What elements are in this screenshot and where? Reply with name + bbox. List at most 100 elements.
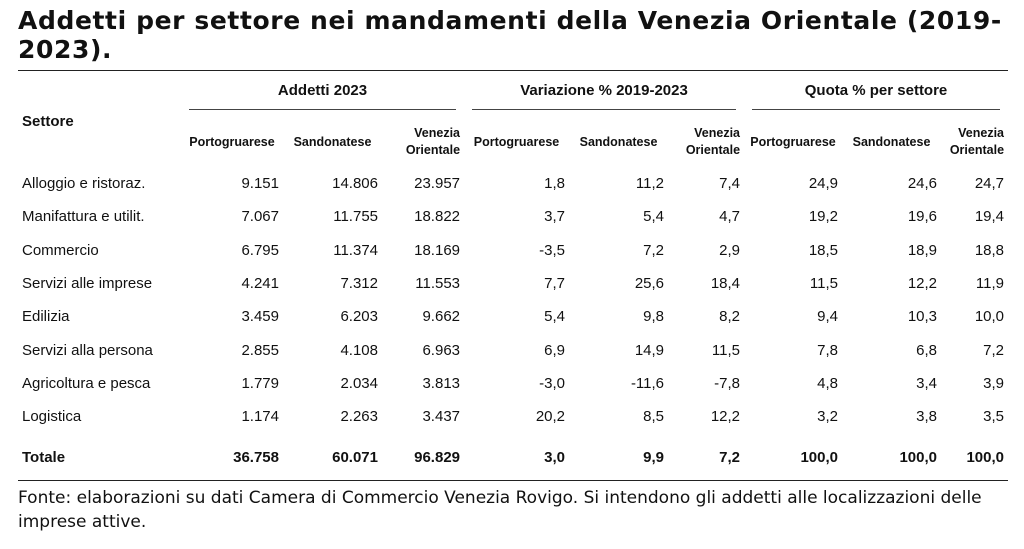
value-cell: 11.374	[333, 241, 378, 259]
group-header-addetti: Addetti 2023	[181, 75, 464, 117]
value-cell: 4.108	[340, 341, 378, 359]
value-cell: 3,5	[983, 408, 1005, 426]
value-cell: 6,9	[544, 341, 566, 359]
value-cell: 7,2	[719, 448, 741, 466]
group-header-quota: Quota % per settore	[744, 75, 1008, 117]
table-row: Agricoltura e pesca 1.779 2.034 3.813 -3,0 -1…	[18, 367, 1008, 400]
value-cell: 1,8	[544, 175, 566, 193]
table-row: Manifattura e utilit. 7.067 11.755 18.822 3,…	[18, 200, 1008, 233]
value-cell: 11,5	[711, 341, 741, 359]
value-cell: 1.174	[241, 408, 279, 426]
value-cell: -11,6	[630, 374, 665, 392]
value-cell: 100,0	[800, 448, 839, 466]
value-cell: 18,8	[974, 241, 1005, 259]
value-cell: 4.241	[241, 275, 279, 293]
value-cell: 24,6	[907, 175, 938, 193]
top-rule	[18, 70, 1008, 71]
value-cell: 11,9	[975, 275, 1005, 293]
table-row: Edilizia 3.459 6.203 9.662 5,4 9,8 8,2 9,4 10,3 1…	[18, 300, 1008, 333]
value-cell: 2,9	[719, 241, 741, 259]
subheader-portogruarese: Portogruarese	[473, 134, 560, 149]
value-cell: 1.779	[241, 374, 279, 392]
table-row: Servizi alla persona 2.855 4.108 6.963 6,9 14…	[18, 333, 1008, 366]
value-cell: 6.795	[241, 241, 279, 259]
value-cell: 6.963	[422, 341, 461, 359]
value-cell: 3,4	[916, 374, 938, 392]
sector-name: Manifattura e utilit.	[22, 208, 145, 226]
value-cell: 23.957	[414, 175, 461, 193]
value-cell: 9,4	[817, 308, 839, 326]
value-cell: 2.034	[340, 374, 378, 392]
value-cell: 8,2	[719, 308, 741, 326]
value-cell: 7,2	[643, 241, 665, 259]
source-note: Fonte: elaborazioni su dati Camera di Co…	[18, 488, 982, 532]
value-cell: 18,9	[907, 241, 938, 259]
value-cell: 36.758	[233, 448, 279, 466]
subheader-sandonatese: Sandonatese	[579, 134, 658, 149]
value-cell: -3,0	[539, 374, 566, 392]
value-cell: 100,0	[899, 448, 938, 466]
value-cell: 7,8	[817, 341, 839, 359]
value-cell: 8,5	[643, 408, 665, 426]
value-cell: 4,8	[817, 374, 839, 392]
table-row: Logistica 1.174 2.263 3.437 20,2 8,5 12,2 3,2 3,…	[18, 400, 1008, 433]
value-cell: 100,0	[966, 448, 1005, 466]
value-cell: 12,2	[710, 408, 741, 426]
value-cell: 25,6	[634, 275, 665, 293]
value-cell: 10,3	[907, 308, 938, 326]
subheader-row: Portogruarese Sandonatese Venezia Orienta…	[18, 117, 1008, 167]
value-cell: 3.813	[422, 374, 461, 392]
sector-name: Commercio	[22, 241, 99, 259]
value-cell: 9.662	[422, 308, 461, 326]
value-cell: 3,2	[817, 408, 839, 426]
document-title: Addetti per settore nei mandamenti della…	[18, 6, 1002, 64]
sector-column-header: Settore	[22, 112, 74, 130]
value-cell: 6,8	[916, 341, 938, 359]
value-cell: 24,7	[974, 175, 1005, 193]
value-cell: 9,8	[643, 308, 665, 326]
value-cell: 3,7	[544, 208, 566, 226]
total-row: Totale 36.758 60.071 96.829 3,0 9,9 7,2 100,0 10…	[18, 437, 1008, 477]
value-cell: 9.151	[241, 175, 279, 193]
value-cell: 11,5	[809, 275, 839, 293]
table-body: Alloggio e ristoraz. 9.151 14.806 23.957 1,8…	[18, 167, 1008, 477]
value-cell: 7,7	[544, 275, 566, 293]
value-cell: 19,6	[907, 208, 938, 226]
sector-name: Servizi alle imprese	[22, 275, 153, 293]
subheader-portogruarese: Portogruarese	[189, 134, 275, 149]
value-cell: 7,2	[983, 341, 1005, 359]
value-cell: 5,4	[544, 308, 566, 326]
value-cell: 3.459	[241, 308, 279, 326]
value-cell: 18,4	[710, 275, 741, 293]
value-cell: 7,4	[719, 175, 741, 193]
value-cell: 2.855	[241, 341, 279, 359]
sector-name: Servizi alla persona	[22, 341, 153, 359]
sector-name: Logistica	[22, 408, 82, 426]
subheader-sandonatese: Sandonatese	[852, 134, 931, 149]
value-cell: 3,9	[983, 374, 1005, 392]
group-header-row: Settore Addetti 2023 Variazione % 2019-2…	[18, 75, 1008, 130]
value-cell: 6.203	[340, 308, 378, 326]
value-cell: -7,8	[714, 374, 741, 392]
value-cell: 12,2	[907, 275, 938, 293]
value-cell: 60.071	[332, 448, 378, 466]
subheader-sandonatese: Sandonatese	[293, 134, 372, 149]
value-cell: 10,0	[974, 308, 1005, 326]
table-row: Servizi alle imprese 4.241 7.312 11.553 7,7 2…	[18, 267, 1008, 300]
value-cell: 9,9	[643, 448, 665, 466]
value-cell: 19,2	[808, 208, 839, 226]
sector-name: Agricoltura e pesca	[22, 374, 151, 392]
subheader-venezia-orientale: Venezia Orientale	[949, 126, 1005, 157]
value-cell: 18,5	[808, 241, 839, 259]
subheader-portogruarese: Portogruarese	[750, 134, 836, 149]
group-header-variazione: Variazione % 2019-2023	[464, 75, 744, 117]
value-cell: -3,5	[539, 241, 566, 259]
subheader-venezia-orientale: Venezia Orientale	[405, 126, 461, 157]
value-cell: 96.829	[414, 448, 461, 466]
value-cell: 19,4	[974, 208, 1005, 226]
value-cell: 14,9	[634, 341, 665, 359]
value-cell: 7.067	[241, 208, 279, 226]
value-cell: 3.437	[422, 408, 461, 426]
data-table: Settore Addetti 2023 Variazione % 2019-2…	[18, 75, 1008, 477]
value-cell: 24,9	[808, 175, 839, 193]
